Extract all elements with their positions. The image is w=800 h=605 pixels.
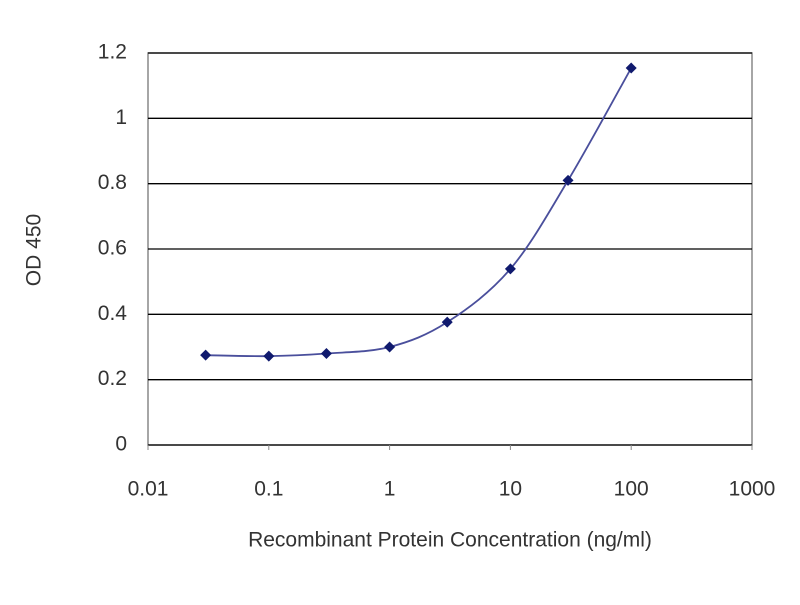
x-tick-label: 0.1	[254, 478, 283, 501]
x-tick-label: 100	[614, 478, 649, 501]
y-tick-label: 0.6	[98, 237, 127, 260]
marker	[625, 62, 637, 74]
marker	[504, 263, 516, 275]
marker	[320, 348, 332, 360]
curve	[205, 67, 632, 358]
y-tick-label: 1.2	[98, 41, 127, 64]
x-tick-label: 1000	[729, 478, 776, 501]
y-axis-label: OD 450	[23, 214, 46, 286]
x-tick-label: 1	[384, 478, 396, 501]
y-tick-label: 0.2	[98, 367, 127, 390]
y-tick-label: 1	[115, 106, 127, 129]
y-tick-label: 0	[115, 433, 127, 456]
marker	[263, 350, 275, 362]
marker	[384, 341, 396, 353]
y-tick-label: 0.4	[98, 302, 128, 325]
marker	[441, 316, 453, 328]
x-tick-label: 0.01	[128, 478, 169, 501]
marker	[562, 174, 574, 186]
x-axis-label: Recombinant Protein Concentration (ng/ml…	[248, 529, 652, 552]
marker	[200, 349, 212, 361]
y-tick-label: 0.8	[98, 171, 127, 194]
x-tick-label: 10	[499, 478, 522, 501]
